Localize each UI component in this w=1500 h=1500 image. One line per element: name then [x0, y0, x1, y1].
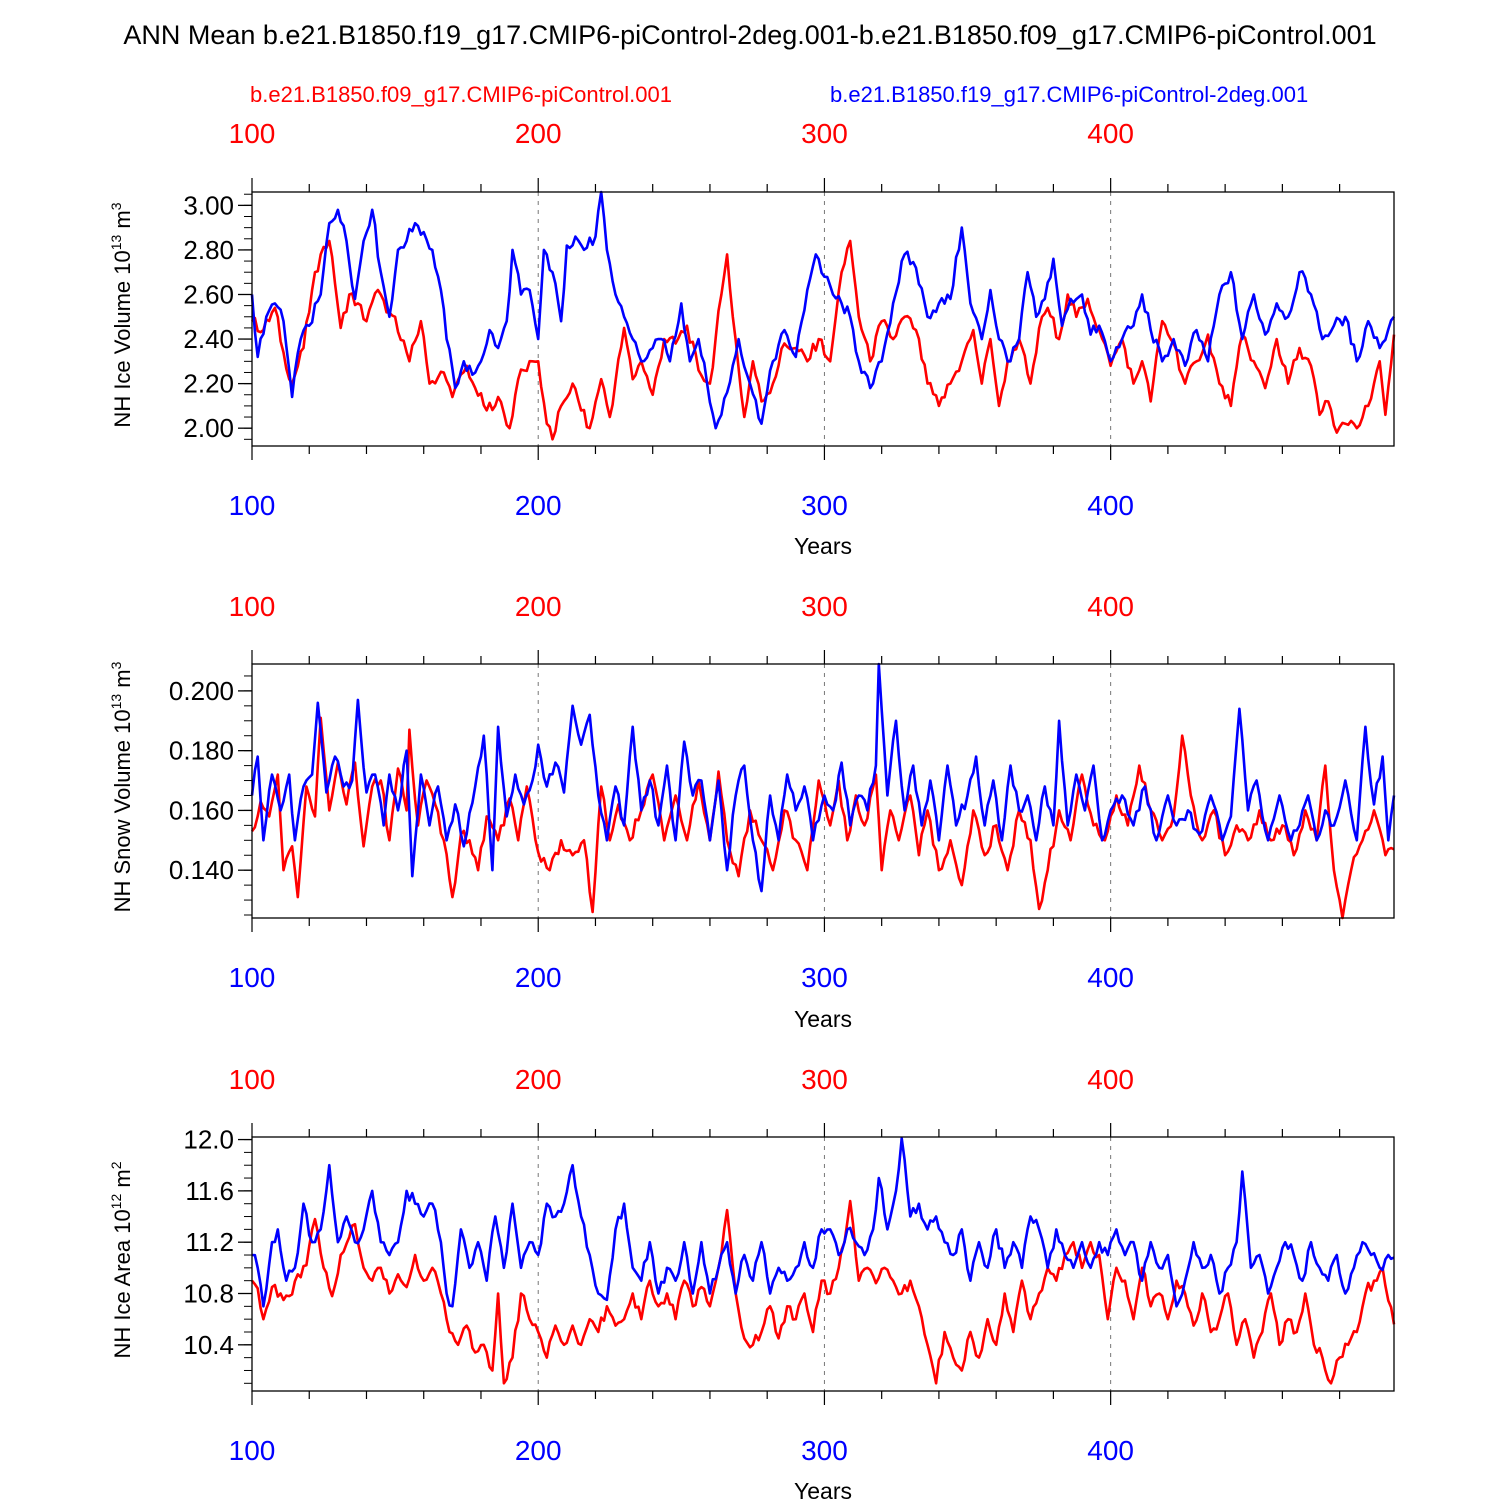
- y-tick-label: 2.80: [183, 235, 234, 265]
- x-tick-label-bottom: 100: [229, 490, 276, 521]
- y-tick-label: 2.60: [183, 279, 234, 309]
- y-axis-label: NH Ice Area 1012 m2: [108, 1161, 135, 1358]
- x-tick-label-bottom: 100: [229, 1435, 276, 1466]
- x-tick-label-bottom: 200: [515, 962, 562, 993]
- y-tick-label: 10.4: [183, 1330, 234, 1360]
- x-tick-label-top: 200: [515, 591, 562, 622]
- y-tick-label: 0.160: [169, 795, 234, 825]
- x-tick-label-bottom: 400: [1087, 1435, 1134, 1466]
- x-axis-label: Years: [794, 533, 852, 559]
- y-tick-label: 10.8: [183, 1279, 234, 1309]
- panel-1: 2.00 2.20 2.40 2.60 2.80 3.00 100 100 200 200 300 3…: [108, 118, 1396, 559]
- x-tick-label-top: 400: [1087, 1064, 1134, 1095]
- x-axis-label: Years: [794, 1006, 852, 1032]
- x-tick-label-bottom: 300: [801, 1435, 848, 1466]
- series-line-blue: [250, 190, 1396, 430]
- x-tick-label-bottom: 200: [515, 1435, 562, 1466]
- series-line-red: [250, 716, 1395, 920]
- y-tick-label: 11.6: [185, 1176, 234, 1206]
- figure-title: ANN Mean b.e21.B1850.f19_g17.CMIP6-piCon…: [123, 20, 1377, 50]
- x-tick-label-bottom: 300: [801, 490, 848, 521]
- x-tick-label-top: 300: [801, 591, 848, 622]
- y-tick-label: 12.0: [183, 1125, 234, 1155]
- x-tick-label-top: 300: [801, 1064, 848, 1095]
- x-tick-label-bottom: 200: [515, 490, 562, 521]
- y-tick-label: 2.00: [183, 413, 234, 443]
- plot-frame: [251, 191, 1395, 447]
- x-tick-label-top: 400: [1087, 118, 1134, 149]
- panel-2: 0.140 0.160 0.180 0.200 100 100 200 200 300 300 40…: [108, 591, 1396, 1032]
- y-tick-label: 2.20: [183, 369, 234, 399]
- series-line-red: [251, 239, 1396, 441]
- y-axis-label: NH Snow Volume 1013 m3: [108, 661, 135, 912]
- series-line-blue: [251, 1137, 1395, 1308]
- x-tick-label-top: 200: [515, 118, 562, 149]
- x-tick-label-bottom: 100: [229, 962, 276, 993]
- y-tick-label: 0.140: [169, 855, 234, 885]
- x-tick-label-top: 400: [1087, 591, 1134, 622]
- x-tick-label-top: 200: [515, 1064, 562, 1095]
- y-tick-label: 2.40: [183, 324, 234, 354]
- series-line-blue: [250, 662, 1396, 893]
- x-tick-label-top: 100: [229, 591, 276, 622]
- legend-blue-case: b.e21.B1850.f19_g17.CMIP6-piControl-2deg…: [830, 82, 1309, 107]
- y-tick-label: 0.180: [169, 736, 234, 766]
- x-tick-label-bottom: 300: [801, 962, 848, 993]
- series-line-red: [250, 1199, 1396, 1385]
- legend-red-case: b.e21.B1850.f09_g17.CMIP6-piControl.001: [250, 82, 672, 107]
- plot-frame: [251, 663, 1395, 919]
- y-tick-label: 11.2: [185, 1227, 234, 1257]
- x-tick-label-top: 300: [801, 118, 848, 149]
- x-tick-label-bottom: 400: [1087, 962, 1134, 993]
- x-tick-label-bottom: 400: [1087, 490, 1134, 521]
- panel-3: 10.4 10.8 11.2 11.6 12.0 100 100 200 200 300 300 40…: [108, 1064, 1396, 1500]
- y-tick-label: 3.00: [183, 190, 234, 220]
- x-tick-label-top: 100: [229, 118, 276, 149]
- y-axis-label: NH Ice Volume 1013 m3: [108, 202, 135, 427]
- x-axis-label: Years: [794, 1478, 852, 1500]
- y-tick-label: 0.200: [169, 676, 234, 706]
- plot-frame: [251, 1136, 1395, 1392]
- x-tick-label-top: 100: [229, 1064, 276, 1095]
